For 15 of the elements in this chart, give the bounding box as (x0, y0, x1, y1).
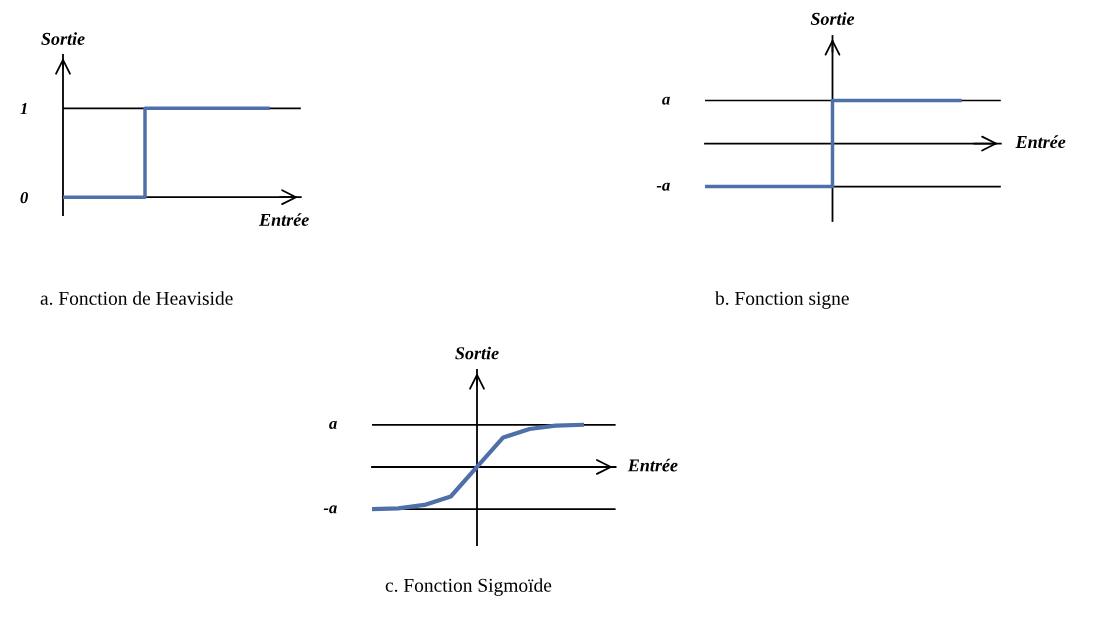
x-axis-title: Entrée (258, 213, 309, 226)
text: a. Fonction de Heaviside (40, 291, 233, 305)
text: b. Fonction signe (715, 291, 849, 309)
x-axis-title: Entrée (1015, 135, 1066, 149)
x-axis-title: Entrée (627, 458, 678, 472)
y-axis-title: Sortie (41, 32, 85, 45)
ref-line-label: -a (323, 505, 337, 514)
y-tick-label: 1 (20, 103, 27, 115)
ref-line-label: a (662, 96, 670, 105)
y-tick-label: 0 (20, 191, 28, 204)
ref-line-label: -a (656, 182, 670, 191)
y-axis-title: Sortie (455, 346, 499, 360)
y-axis-title: Sortie (810, 12, 855, 25)
text: c. Fonction Sigmoïde (385, 578, 552, 596)
ref-line-label: a (329, 420, 337, 429)
